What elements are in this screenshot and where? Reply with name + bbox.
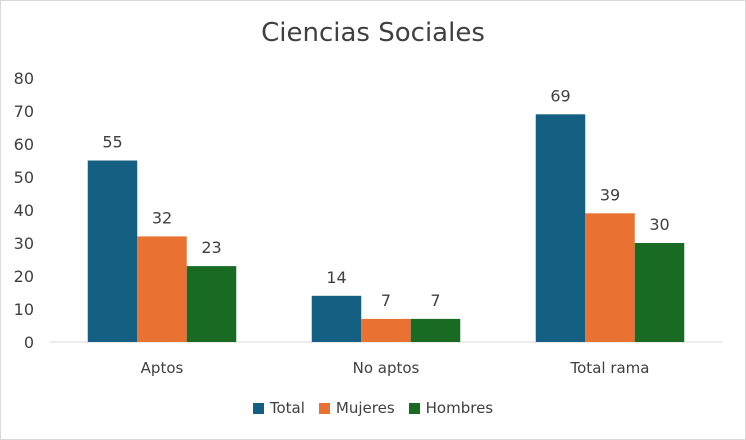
data-label: 7 xyxy=(430,291,440,310)
y-tick-label: 80 xyxy=(14,69,34,88)
legend-swatch-hombres xyxy=(408,402,420,414)
x-category-label: Total rama xyxy=(570,359,650,377)
data-label: 30 xyxy=(649,215,669,234)
bar-hombres xyxy=(186,266,237,342)
data-label: 69 xyxy=(550,86,570,105)
y-tick-label: 30 xyxy=(14,234,34,253)
bar-hombres xyxy=(410,318,461,342)
legend-label-total: Total xyxy=(269,399,305,417)
data-label: 55 xyxy=(102,133,122,152)
bar-total xyxy=(311,295,362,342)
legend-item-total: Total xyxy=(252,399,305,417)
legend-label-mujeres: Mujeres xyxy=(335,399,395,417)
y-tick-label: 20 xyxy=(14,267,34,286)
x-category-label: Aptos xyxy=(141,359,184,377)
data-label: 39 xyxy=(600,185,620,204)
legend: Total Mujeres Hombres xyxy=(0,399,746,417)
legend-item-mujeres: Mujeres xyxy=(318,399,395,417)
data-label: 23 xyxy=(201,238,221,257)
bar-mujeres xyxy=(361,318,411,342)
bar-total xyxy=(87,160,138,342)
y-tick-label: 0 xyxy=(24,333,34,352)
bar-hombres xyxy=(634,243,685,342)
bar-mujeres xyxy=(585,213,635,342)
legend-label-hombres: Hombres xyxy=(425,399,494,417)
data-label: 32 xyxy=(152,208,172,227)
x-category-label: No aptos xyxy=(353,359,420,377)
y-tick-label: 70 xyxy=(14,102,34,121)
data-label: 7 xyxy=(381,291,391,310)
chart-title: Ciencias Sociales xyxy=(261,18,485,48)
y-tick-label: 40 xyxy=(14,201,34,220)
y-tick-label: 50 xyxy=(14,168,34,187)
y-tick-label: 60 xyxy=(14,135,34,154)
legend-item-hombres: Hombres xyxy=(408,399,494,417)
y-tick-label: 10 xyxy=(14,300,34,319)
bar-mujeres xyxy=(137,236,187,342)
legend-swatch-total xyxy=(252,402,264,414)
bar-total xyxy=(535,114,586,342)
data-label: 14 xyxy=(326,268,346,287)
legend-swatch-mujeres xyxy=(318,402,330,414)
